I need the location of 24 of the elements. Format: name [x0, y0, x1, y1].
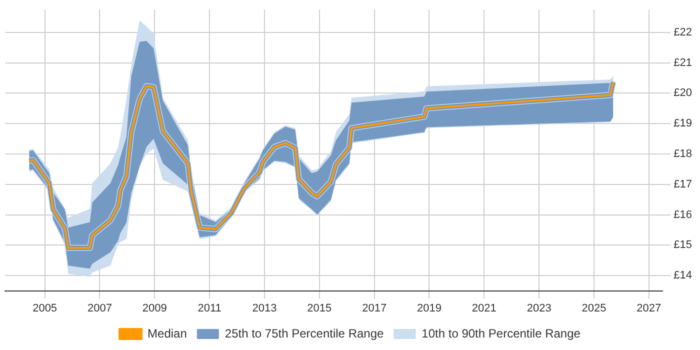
x-tick-label: 2019: [417, 302, 442, 314]
x-tick-label: 2013: [252, 302, 277, 314]
x-tick-label: 2027: [636, 302, 662, 314]
y-tick-label: £14: [674, 270, 692, 282]
y-tick-label: £21: [674, 56, 692, 69]
y-tick-label: £19: [674, 118, 692, 130]
x-tick-label: 2021: [472, 302, 496, 314]
y-tick-label: £20: [674, 87, 692, 100]
y-tick-label: £17: [674, 178, 692, 190]
y-tick-label: £18: [674, 148, 692, 160]
y-tick-label: £15: [674, 239, 692, 252]
legend-label: 25th to 75th Percentile Range: [224, 326, 384, 340]
x-tick-label: 2007: [87, 302, 112, 314]
x-tick-label: 2025: [582, 302, 606, 314]
y-tick-label: £22: [674, 26, 692, 38]
x-tick-label: 2011: [198, 302, 222, 314]
x-tick-label: 2023: [526, 302, 552, 314]
x-tick-label: 2005: [32, 302, 58, 314]
x-tick-label: 2009: [142, 302, 167, 314]
legend-label: 10th to 90th Percentile Range: [422, 326, 581, 340]
legend-label: Median: [148, 326, 187, 340]
y-tick-label: £16: [674, 208, 692, 221]
x-tick-label: 2015: [307, 302, 332, 314]
x-tick-label: 2017: [362, 302, 387, 314]
